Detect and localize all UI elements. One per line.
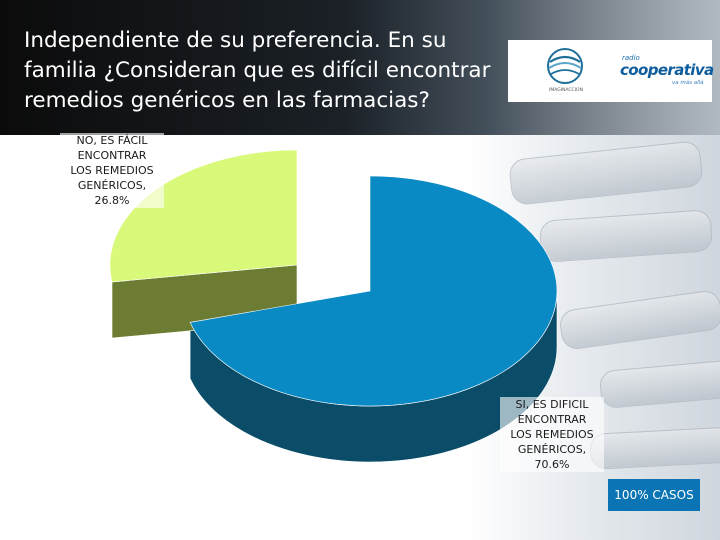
- label-line: NO, ES FÁCIL: [76, 134, 148, 147]
- label-line: ENCONTRAR: [517, 413, 587, 426]
- pie-slice-si: [189, 175, 558, 407]
- label-line: LOS REMEDIOS: [70, 164, 154, 177]
- slice-label-si: SI, ES DIFICIL ENCONTRAR LOS REMEDIOS GE…: [500, 397, 604, 472]
- slice-label-no: NO, ES FÁCIL ENCONTRAR LOS REMEDIOS GENÉ…: [60, 133, 164, 208]
- label-line: GENÉRICOS,: [517, 443, 587, 456]
- imaginaccion-logo: IMAGINACCION: [540, 46, 590, 98]
- label-line: ENCONTRAR: [77, 149, 147, 162]
- label-line: LOS REMEDIOS: [510, 428, 594, 441]
- cooperativa-logo: radio cooperativa va más allá: [618, 54, 714, 90]
- slide-title: Independiente de su preferencia. En su f…: [24, 28, 491, 113]
- imaginaccion-caption: IMAGINACCION: [549, 88, 583, 93]
- cases-badge: 100% CASOS: [608, 479, 700, 511]
- label-line: SI, ES DIFICIL: [515, 398, 589, 411]
- label-line: GENÉRICOS,: [77, 179, 147, 192]
- radio-label: radio: [622, 54, 640, 62]
- cooperativa-tagline: va más allá: [672, 80, 704, 86]
- cooperativa-name: cooperativa: [620, 61, 714, 79]
- logos-box: IMAGINACCION radio cooperativa va más al…: [508, 40, 714, 102]
- globe-logo-icon: [547, 48, 583, 84]
- label-line: 26.8%: [94, 194, 130, 207]
- label-line: 70.6%: [534, 458, 570, 471]
